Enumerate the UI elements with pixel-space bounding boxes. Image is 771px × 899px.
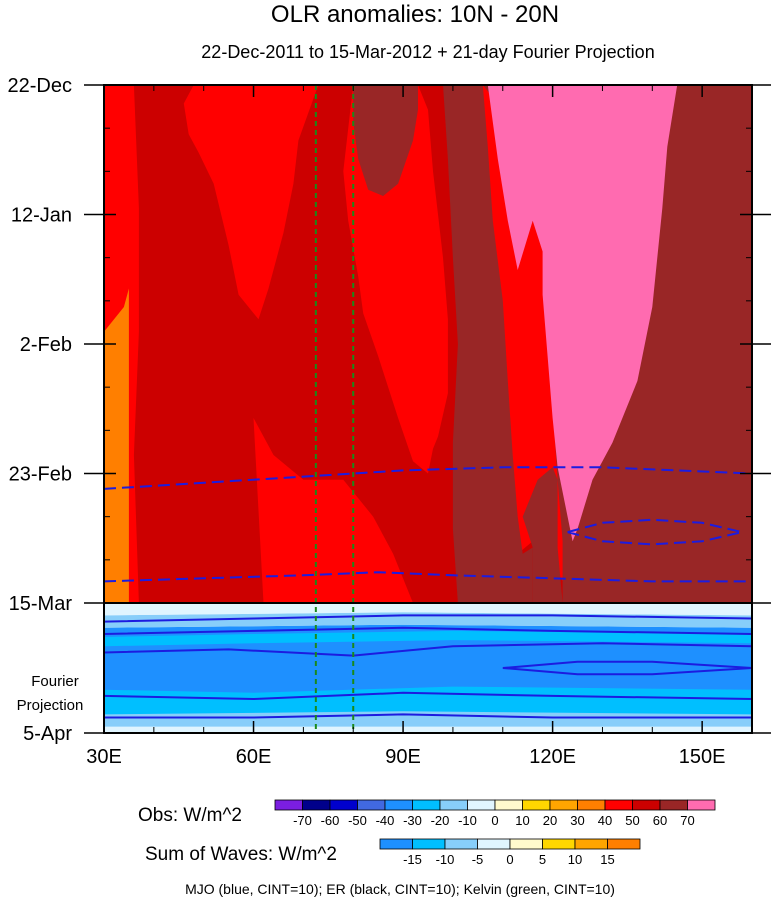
obs-legend-swatch-14 (659, 799, 688, 811)
obs-legend-swatch-0 (274, 799, 303, 811)
waves-legend-swatch-7 (607, 838, 641, 850)
projection-label-line1: Fourier (31, 673, 79, 690)
obs-region-4 (443, 85, 533, 603)
waves-contour-layer (104, 603, 752, 733)
obs-legend-swatch-2 (329, 799, 358, 811)
waves-legend-swatch-4 (509, 838, 543, 850)
y-tick-label-1: 12-Jan (11, 205, 72, 227)
obs-legend-label-0: -70 (293, 813, 312, 828)
obs-region-7 (487, 85, 678, 542)
x-tick-label-0: 30E (86, 746, 122, 768)
obs-legend-label-6: -10 (458, 813, 477, 828)
obs-legend-label-11: 40 (598, 813, 612, 828)
waves-legend-swatch-5 (542, 838, 576, 850)
y-tick-label-0: 22-Dec (8, 75, 72, 97)
x-tick-label-2: 90E (385, 746, 421, 768)
wave-lines-layer (314, 85, 355, 733)
waves-band-2 (104, 686, 752, 721)
waves-legend-label-3: 0 (506, 852, 513, 867)
obs-region-orange (104, 288, 129, 603)
mjo-contour-waves-4 (104, 691, 752, 701)
obs-legend-swatch-8 (494, 799, 523, 811)
obs-legend-title: Obs: W/m^2 (138, 805, 242, 826)
waves-legend-swatch-6 (574, 838, 608, 850)
waves-band-6 (104, 726, 752, 733)
mjo-contour-waves-1 (104, 626, 752, 635)
obs-legend-swatch-5 (412, 799, 441, 811)
obs-legend-label-14: 70 (680, 813, 694, 828)
waves-legend-label-6: 15 (600, 852, 614, 867)
obs-region-5 (522, 467, 563, 603)
obs-legend-swatch-3 (357, 799, 386, 811)
obs-legend-swatch-7 (467, 799, 496, 811)
projection-label-line2: Projection (17, 697, 84, 714)
waves-band-5 (104, 603, 752, 616)
obs-legend-label-5: -20 (431, 813, 450, 828)
obs-legend: Obs: W/m^2 -70 -60 -50 -40 -30 -20 -10 0 10 20 30 4… (138, 799, 716, 828)
obs-legend-label-2: -50 (348, 813, 367, 828)
obs-legend-label-10: 30 (570, 813, 584, 828)
mjo-contour-obs-1 (104, 571, 752, 583)
x-tick-label-3: 120E (529, 746, 576, 768)
waves-legend-swatch-2 (444, 838, 478, 850)
obs-legend-label-13: 60 (653, 813, 667, 828)
axis-ticks: 30E 60E 90E 120E 150E 22-Dec 12-Jan 2-Feb 23-Feb… (8, 75, 771, 768)
y-tick-label-3: 23-Feb (9, 464, 72, 486)
waves-legend-swatch-3 (477, 838, 511, 850)
y-tick-label-2: 2-Feb (20, 334, 72, 356)
waves-legend-label-1: -10 (436, 852, 455, 867)
plot-frame (103, 84, 753, 734)
obs-legend-swatch-11 (577, 799, 606, 811)
obs-legend-label-12: 50 (625, 813, 639, 828)
obs-legend-label-3: -40 (376, 813, 395, 828)
mjo-contour-waves-3 (502, 660, 752, 676)
footer-note: MJO (blue, CINT=10); ER (black, CINT=10)… (185, 881, 615, 897)
obs-legend-swatch-6 (439, 799, 468, 811)
mjo-contour-waves-0 (104, 614, 752, 623)
y-tick-label-4: 15-Mar (9, 593, 73, 615)
waves-legend-swatch-1 (412, 838, 446, 850)
obs-region-3 (353, 85, 418, 196)
waves-legend-label-4: 5 (539, 852, 546, 867)
obs-legend-swatch-12 (604, 799, 633, 811)
chart-title: OLR anomalies: 10N - 20N (271, 1, 559, 28)
obs-legend-swatch-9 (522, 799, 551, 811)
obs-legend-swatch-4 (384, 799, 413, 811)
obs-legend-swatch-15 (687, 799, 716, 811)
waves-legend-label-2: -5 (472, 852, 484, 867)
waves-legend-label-5: 10 (568, 852, 582, 867)
waves-legend: Sum of Waves: W/m^2 -15 -10 -5 0 5 10 15 (145, 838, 641, 867)
x-tick-label-4: 150E (679, 746, 726, 768)
obs-region-2 (253, 418, 413, 603)
obs-legend-swatch-10 (549, 799, 578, 811)
obs-legend-swatch-1 (302, 799, 331, 811)
x-tick-label-1: 60E (236, 746, 272, 768)
chart-subtitle: 22-Dec-2011 to 15-Mar-2012 + 21-day Four… (201, 42, 654, 62)
waves-legend-label-0: -15 (403, 852, 422, 867)
waves-band-4 (104, 711, 752, 727)
obs-legend-label-8: 10 (515, 813, 529, 828)
waves-band-1 (104, 630, 752, 647)
mjo-contour-obs-0 (104, 466, 752, 490)
obs-legend-label-1: -60 (321, 813, 340, 828)
obs-legend-label-7: 0 (491, 813, 498, 828)
obs-legend-label-4: -30 (403, 813, 422, 828)
obs-legend-swatch-13 (632, 799, 661, 811)
mjo-contour-waves-5 (104, 713, 752, 719)
obs-contour-layer (104, 85, 752, 603)
mjo-contour-waves-2 (104, 642, 752, 657)
waves-legend-swatch-0 (379, 838, 413, 850)
obs-legend-label-9: 20 (543, 813, 557, 828)
y-tick-label-5: 5-Apr (23, 723, 72, 745)
waves-legend-title: Sum of Waves: W/m^2 (145, 844, 337, 865)
